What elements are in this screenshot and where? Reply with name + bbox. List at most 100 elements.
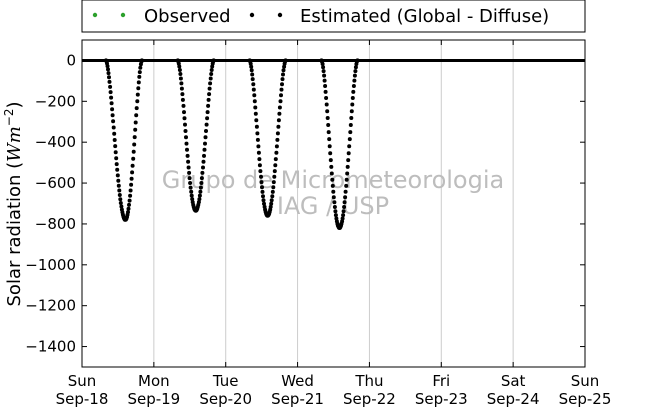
estimated-point (343, 195, 348, 200)
y-axis-label-close: ) (4, 101, 25, 108)
estimated-point (349, 116, 354, 120)
estimated-point (181, 103, 186, 108)
estimated-point (106, 71, 111, 76)
estimated-point (282, 64, 287, 69)
estimated-point (345, 171, 350, 176)
estimated-point (330, 183, 335, 188)
estimated-point (131, 149, 136, 154)
estimated-point (129, 182, 134, 187)
x-tick-label-date: Sep-20 (199, 390, 252, 408)
x-tick-label-date: Sep-24 (487, 390, 540, 408)
estimated-point (270, 189, 275, 194)
estimated-point (331, 189, 336, 194)
estimated-point (197, 193, 202, 198)
estimated-point (353, 69, 358, 74)
estimated-point (328, 158, 333, 163)
estimated-point (259, 174, 263, 179)
estimated-point (327, 144, 332, 149)
estimated-point (129, 176, 134, 181)
estimated-point (273, 157, 278, 162)
estimated-point (204, 129, 208, 133)
estimated-point (329, 171, 334, 176)
x-tick-label-day: Sat (501, 372, 526, 390)
estimated-point (324, 102, 329, 107)
estimated-point (203, 135, 208, 140)
estimated-point (248, 61, 253, 66)
estimated-point (333, 209, 338, 214)
estimated-point (255, 137, 260, 142)
estimated-point (347, 144, 352, 149)
x-tick-label-day: Mon (138, 372, 170, 390)
estimated-point (209, 68, 214, 72)
x-tick-label-date: Sep-22 (343, 390, 396, 408)
estimated-point (136, 80, 141, 85)
estimated-point (342, 200, 347, 205)
estimated-point (323, 89, 328, 94)
y-tick-label: 0 (66, 51, 76, 69)
x-tick-label-date: Sep-25 (559, 390, 612, 408)
estimated-point (182, 116, 187, 121)
estimated-point (184, 141, 189, 146)
estimated-point (135, 92, 140, 97)
estimated-point (342, 205, 347, 209)
estimated-point (188, 181, 193, 185)
estimated-point (201, 159, 206, 164)
estimated-point (252, 93, 257, 98)
x-tick-label-day: Fri (432, 372, 450, 390)
estimated-point (114, 162, 119, 167)
estimated-point (130, 170, 135, 175)
estimated-point (249, 64, 254, 69)
estimated-point (323, 84, 328, 88)
estimated-point (108, 84, 113, 89)
plot-frame (81, 39, 586, 368)
legend-estimated-marker-2 (277, 12, 283, 18)
estimated-point (189, 189, 194, 194)
y-tick-label: −600 (35, 174, 76, 192)
estimated-point (199, 181, 204, 185)
estimated-point (276, 124, 281, 129)
legend-observed-label: Observed (144, 6, 231, 27)
estimated-point (344, 183, 349, 188)
estimated-point (276, 118, 281, 123)
y-axis-label-exponent: −2 (2, 109, 16, 127)
estimated-point (260, 185, 264, 190)
estimated-point (202, 147, 207, 152)
estimated-point (350, 96, 355, 100)
estimated-point (177, 68, 182, 72)
estimated-point (126, 206, 131, 211)
estimated-point (133, 120, 138, 125)
estimated-point (128, 193, 133, 198)
estimated-point (326, 123, 331, 127)
estimated-point (185, 147, 189, 152)
y-axis: 0 −200 −400 −600 −800 −1000 −1200 −1400 (25, 51, 585, 356)
estimated-point (251, 87, 256, 92)
estimated-point (209, 72, 214, 76)
estimated-point (258, 169, 263, 174)
estimated-point (187, 176, 192, 181)
estimated-point (331, 195, 336, 200)
estimated-point (186, 165, 191, 170)
estimated-point (188, 185, 193, 190)
estimated-point (183, 129, 188, 133)
y-axis-label: Solar radiation (Wm−2) (2, 101, 25, 306)
estimated-point (113, 150, 118, 155)
estimated-point (332, 205, 337, 209)
estimated-point (326, 130, 331, 135)
estimated-point (135, 99, 140, 104)
estimated-point (325, 116, 330, 120)
estimated-point (261, 198, 266, 203)
estimated-point (350, 102, 355, 107)
estimated-point (280, 77, 285, 82)
estimated-point (251, 82, 256, 87)
y-axis-label-main: Solar radiation ( (4, 162, 25, 307)
estimated-point (275, 131, 280, 136)
estimated-point (116, 183, 121, 188)
estimated-point (112, 138, 117, 142)
estimated-point (351, 84, 356, 88)
estimated-point (280, 82, 284, 87)
estimated-point (107, 75, 111, 80)
estimated-point (201, 165, 205, 170)
estimated-point (278, 99, 283, 104)
estimated-point (270, 194, 275, 199)
estimated-point (330, 177, 335, 182)
